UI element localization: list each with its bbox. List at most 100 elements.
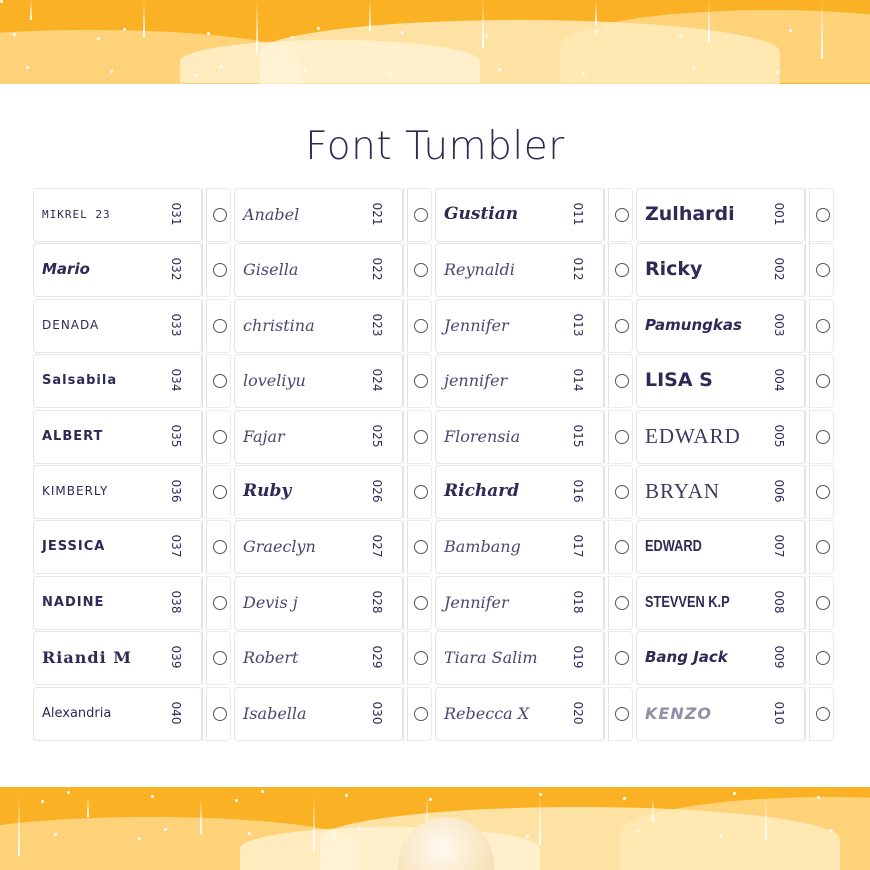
- font-option[interactable]: Bang Jack 009: [636, 631, 834, 686]
- font-number: 007: [772, 534, 786, 558]
- star-decoration: [317, 27, 320, 30]
- font-sample-card: [435, 409, 604, 464]
- font-radio-button[interactable]: [414, 651, 428, 666]
- font-radio-button[interactable]: [816, 374, 830, 389]
- font-number: 015: [571, 424, 585, 448]
- font-radio-button[interactable]: [414, 263, 428, 278]
- font-sample-card: [234, 243, 403, 298]
- font-sample-name: Robert: [243, 648, 299, 668]
- font-option[interactable]: Fajar 025: [234, 409, 432, 464]
- font-radio-button[interactable]: [615, 595, 629, 610]
- font-option[interactable]: Richard 016: [435, 465, 633, 519]
- font-radio-button[interactable]: [615, 706, 629, 721]
- font-radio-button[interactable]: [213, 208, 227, 222]
- font-option[interactable]: Jennifer 013: [435, 298, 633, 353]
- font-radio-button[interactable]: [615, 651, 629, 666]
- font-radio-button[interactable]: [414, 540, 428, 555]
- font-radio-button[interactable]: [615, 374, 629, 389]
- font-radio-button[interactable]: [414, 485, 428, 499]
- font-radio-button[interactable]: [414, 208, 428, 222]
- font-radio-button[interactable]: [414, 374, 428, 389]
- font-radio-button[interactable]: [414, 429, 428, 444]
- font-option[interactable]: christina 023: [234, 298, 432, 353]
- font-option[interactable]: Reynaldi 012: [435, 243, 633, 298]
- font-option[interactable]: STEVVEN K.P 008: [636, 575, 834, 630]
- card-tab: [406, 520, 432, 575]
- font-radio-button[interactable]: [816, 540, 830, 555]
- font-radio-button[interactable]: [213, 595, 227, 610]
- font-option[interactable]: BRYAN 006: [636, 465, 834, 519]
- font-sample-name: Ricky: [645, 258, 703, 281]
- font-radio-button[interactable]: [615, 263, 629, 278]
- card-tab: [607, 575, 633, 630]
- font-option[interactable]: Gustian 011: [435, 188, 633, 242]
- light-ray-decoration: [200, 797, 202, 834]
- font-radio-button[interactable]: [414, 706, 428, 721]
- font-radio-button[interactable]: [213, 651, 227, 666]
- font-option[interactable]: MIKREL 23 031: [33, 188, 231, 242]
- font-radio-button[interactable]: [615, 540, 629, 555]
- font-option[interactable]: Pamungkas 003: [636, 298, 834, 353]
- font-number: 026: [370, 479, 384, 503]
- font-number: 023: [370, 313, 384, 337]
- font-sample-card: [234, 354, 403, 409]
- font-option[interactable]: KENZO 010: [636, 686, 834, 741]
- font-radio-button[interactable]: [615, 429, 629, 444]
- font-option[interactable]: Ricky 002: [636, 243, 834, 298]
- font-radio-button[interactable]: [213, 485, 227, 499]
- font-option[interactable]: Robert 029: [234, 631, 432, 686]
- font-option[interactable]: Jennifer 018: [435, 575, 633, 630]
- font-radio-button[interactable]: [816, 706, 830, 721]
- font-radio-button[interactable]: [213, 429, 227, 444]
- font-radio-button[interactable]: [816, 263, 830, 278]
- font-option[interactable]: LISA S 004: [636, 354, 834, 409]
- font-radio-button[interactable]: [615, 208, 629, 222]
- font-option[interactable]: Ruby 026: [234, 465, 432, 519]
- font-radio-button[interactable]: [816, 429, 830, 444]
- font-option[interactable]: Rebecca X 020: [435, 686, 633, 741]
- font-radio-button[interactable]: [213, 318, 227, 333]
- font-option[interactable]: Isabella 030: [234, 686, 432, 741]
- font-radio-button[interactable]: [414, 318, 428, 333]
- font-radio-button[interactable]: [414, 595, 428, 610]
- font-option[interactable]: JESSICA 037: [33, 520, 231, 575]
- font-option[interactable]: Mario 032: [33, 243, 231, 298]
- font-radio-button[interactable]: [816, 485, 830, 499]
- font-option[interactable]: EDWARD 005: [636, 409, 834, 464]
- font-number: 006: [772, 479, 786, 503]
- star-decoration: [123, 28, 126, 31]
- font-radio-button[interactable]: [816, 208, 830, 222]
- font-radio-button[interactable]: [816, 595, 830, 610]
- font-option[interactable]: Bambang 017: [435, 520, 633, 575]
- font-sample-card: [435, 354, 604, 409]
- font-radio-button[interactable]: [213, 374, 227, 389]
- light-ray-decoration: [426, 797, 428, 828]
- font-option[interactable]: NADINE 038: [33, 575, 231, 630]
- font-radio-button[interactable]: [816, 651, 830, 666]
- font-option[interactable]: Anabel 021: [234, 188, 432, 242]
- font-option[interactable]: DENADA 033: [33, 298, 231, 353]
- font-radio-button[interactable]: [213, 706, 227, 721]
- font-option[interactable]: Zulhardi 001: [636, 188, 834, 242]
- font-option[interactable]: jennifer 014: [435, 354, 633, 409]
- font-option[interactable]: Graeclyn 027: [234, 520, 432, 575]
- font-radio-button[interactable]: [615, 318, 629, 333]
- font-radio-button[interactable]: [213, 263, 227, 278]
- font-option[interactable]: EDWARD 007: [636, 520, 834, 575]
- font-option[interactable]: Florensia 015: [435, 409, 633, 464]
- font-option[interactable]: Gisella 022: [234, 243, 432, 298]
- font-radio-button[interactable]: [615, 485, 629, 499]
- font-radio-button[interactable]: [816, 318, 830, 333]
- star-decoration: [261, 790, 264, 793]
- font-option[interactable]: ALBERT 035: [33, 409, 231, 464]
- font-option[interactable]: Salsabila 034: [33, 354, 231, 409]
- font-radio-button[interactable]: [213, 540, 227, 555]
- font-sample-name: Salsabila: [42, 373, 118, 389]
- font-option[interactable]: Riandi M 039: [33, 631, 231, 686]
- font-option[interactable]: Alexandria 040: [33, 686, 231, 741]
- font-sample-card: [636, 409, 805, 464]
- font-option[interactable]: loveliyu 024: [234, 354, 432, 409]
- font-option[interactable]: KIMBERLY 036: [33, 465, 231, 519]
- font-option[interactable]: Tiara Salim 019: [435, 631, 633, 686]
- font-option[interactable]: Devis j 028: [234, 575, 432, 630]
